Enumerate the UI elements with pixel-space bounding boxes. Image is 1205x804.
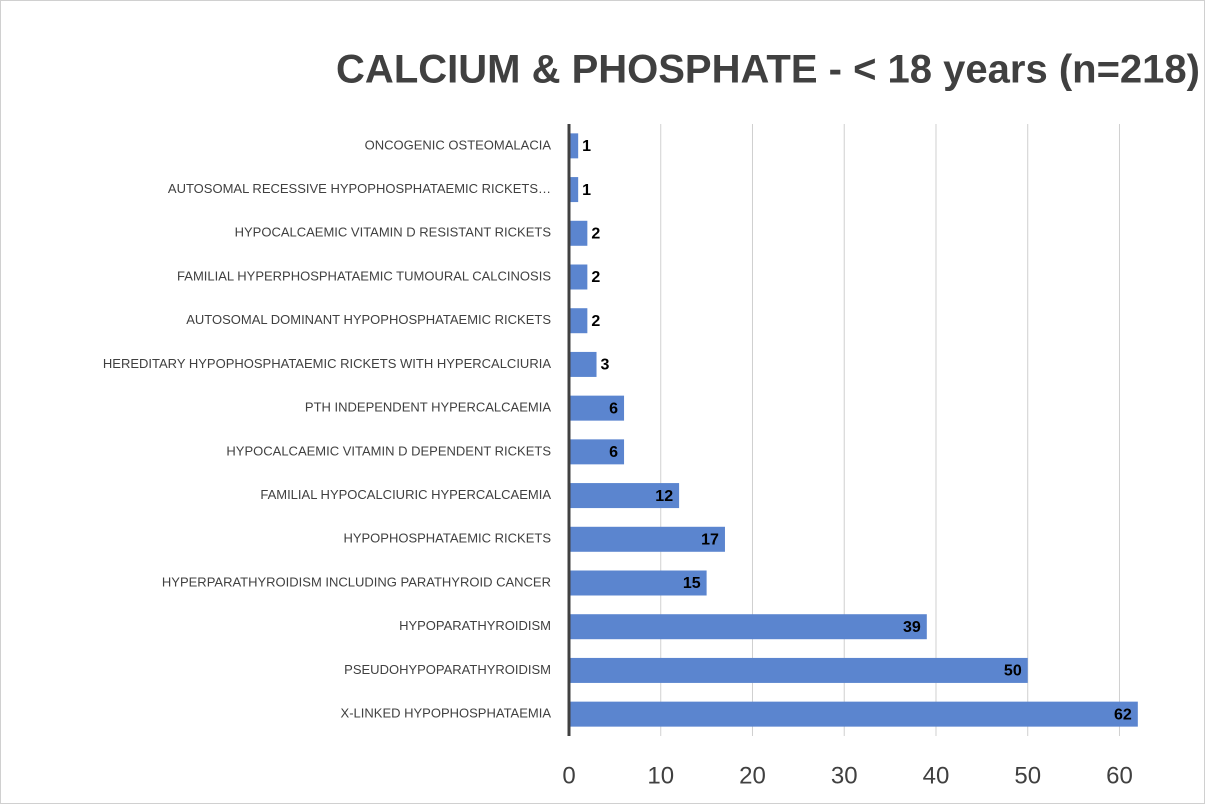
data-label: 6: [609, 400, 618, 417]
bar: [569, 570, 707, 596]
data-label: 12: [655, 488, 673, 505]
y-tick-label: FAMILIAL HYPERPHOSPHATAEMIC TUMOURAL CAL…: [177, 268, 551, 283]
data-label: 2: [591, 226, 600, 243]
bar: [569, 264, 588, 290]
bar: [569, 395, 625, 421]
data-label: 15: [683, 575, 701, 592]
bar: [569, 351, 597, 377]
y-tick-label: X-LINKED HYPOPHOSPHATAEMIA: [341, 706, 552, 721]
y-tick-label: PSEUDOHYPOPARATHYROIDISM: [344, 662, 551, 677]
bar: [569, 483, 680, 509]
x-tick-label: 40: [923, 762, 950, 789]
bar: [569, 614, 927, 640]
y-tick-label: AUTOSOMAL DOMINANT HYPOPHOSPHATAEMIC RIC…: [186, 312, 551, 327]
y-tick-label: HYPOPHOSPHATAEMIC RICKETS: [343, 531, 551, 546]
data-label: 39: [903, 619, 921, 636]
y-tick-label: PTH INDEPENDENT HYPERCALCAEMIA: [305, 400, 551, 415]
data-label: 3: [601, 357, 610, 374]
chart-title: CALCIUM & PHOSPHATE - < 18 years (n=218): [336, 48, 1200, 92]
bar: [569, 220, 588, 246]
data-label: 2: [591, 313, 600, 330]
data-label: 1: [582, 138, 591, 155]
y-tick-label: HYPOCALCAEMIC VITAMIN D RESISTANT RICKET…: [235, 225, 552, 240]
x-tick-label: 10: [647, 762, 674, 789]
y-tick-label: HEREDITARY HYPOPHOSPHATAEMIC RICKETS WIT…: [103, 356, 551, 371]
bar: [569, 133, 579, 159]
x-tick-label: 30: [831, 762, 858, 789]
data-label: 17: [701, 532, 719, 549]
bar: [569, 308, 588, 334]
x-tick-label: 20: [739, 762, 766, 789]
bar: [569, 439, 625, 465]
y-tick-label: HYPOCALCAEMIC VITAMIN D DEPENDENT RICKET…: [226, 443, 551, 458]
y-tick-label: HYPOPARATHYROIDISM: [399, 618, 551, 633]
data-label: 50: [1004, 663, 1022, 680]
x-tick-label: 50: [1014, 762, 1041, 789]
y-tick-label: AUTOSOMAL RECESSIVE HYPOPHOSPHATAEMIC RI…: [168, 181, 551, 196]
bar: [569, 526, 725, 552]
x-tick-label: 60: [1106, 762, 1133, 789]
data-label: 2: [591, 269, 600, 286]
y-tick-label: ONCOGENIC OSTEOMALACIA: [365, 137, 552, 152]
data-label: 62: [1114, 706, 1132, 723]
y-tick-label: HYPERPARATHYROIDISM INCLUDING PARATHYROI…: [162, 574, 551, 589]
data-label: 1: [582, 182, 591, 199]
bar: [569, 177, 579, 203]
bar: [569, 701, 1138, 727]
x-tick-label: 0: [562, 762, 575, 789]
bar: [569, 657, 1028, 683]
data-label: 6: [609, 444, 618, 461]
y-tick-label: FAMILIAL HYPOCALCIURIC HYPERCALCAEMIA: [260, 487, 551, 502]
